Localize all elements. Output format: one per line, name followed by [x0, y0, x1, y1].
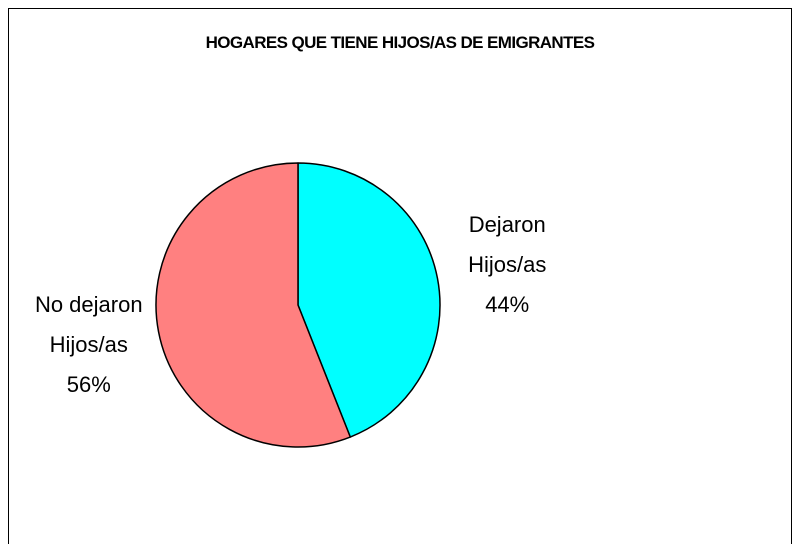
slice-value: 44%: [485, 292, 530, 318]
pie-slice: [297, 162, 441, 438]
slice-label: No dejaron Hijos/as 56%: [24, 285, 154, 405]
chart-title: HOGARES QUE TIENE HIJOS/AS DE EMIGRANTES: [205, 33, 595, 52]
slice-name: No dejaron Hijos/as: [34, 291, 143, 357]
slice-name: Dejaron Hijos/as: [468, 212, 547, 278]
slice-label: Dejaron Hijos/as 44%: [442, 205, 572, 325]
chart-frame: [8, 8, 792, 544]
slice-value: 56%: [66, 371, 111, 397]
pie-slice: [155, 162, 352, 448]
